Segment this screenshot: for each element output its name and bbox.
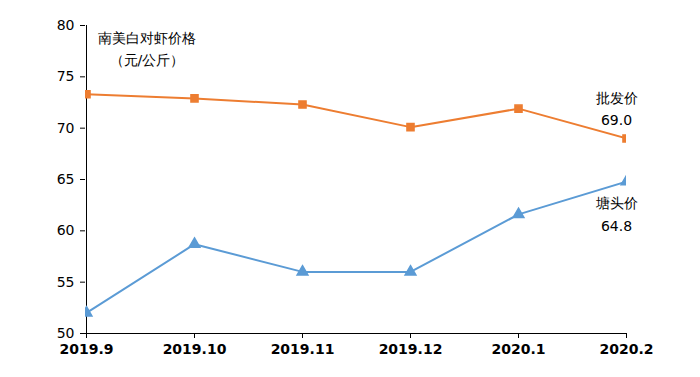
svg-text:55: 55 (57, 274, 75, 290)
svg-text:80: 80 (57, 17, 75, 33)
svg-text:2020.2: 2020.2 (599, 341, 653, 357)
svg-text:50: 50 (57, 325, 75, 341)
svg-text:2019.10: 2019.10 (163, 341, 227, 357)
svg-text:2020.1: 2020.1 (491, 341, 545, 357)
svg-text:2019.12: 2019.12 (379, 341, 443, 357)
svg-text:2019.9: 2019.9 (59, 341, 113, 357)
svg-text:批发价: 批发价 (596, 90, 638, 106)
svg-text:70: 70 (57, 120, 75, 136)
svg-text:南美白对虾价格: 南美白对虾价格 (98, 30, 196, 46)
svg-text:（元/公斤）: （元/公斤） (110, 52, 185, 68)
svg-text:69.0: 69.0 (601, 112, 632, 128)
svg-text:75: 75 (57, 68, 75, 84)
svg-text:塘头价: 塘头价 (595, 195, 638, 211)
svg-text:2019.11: 2019.11 (271, 341, 335, 357)
svg-text:64.8: 64.8 (601, 218, 632, 234)
svg-text:65: 65 (57, 171, 75, 187)
svg-text:60: 60 (57, 222, 75, 238)
